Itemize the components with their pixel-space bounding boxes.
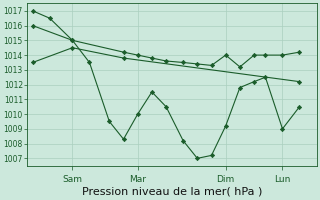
X-axis label: Pression niveau de la mer( hPa ): Pression niveau de la mer( hPa ): [82, 187, 262, 197]
